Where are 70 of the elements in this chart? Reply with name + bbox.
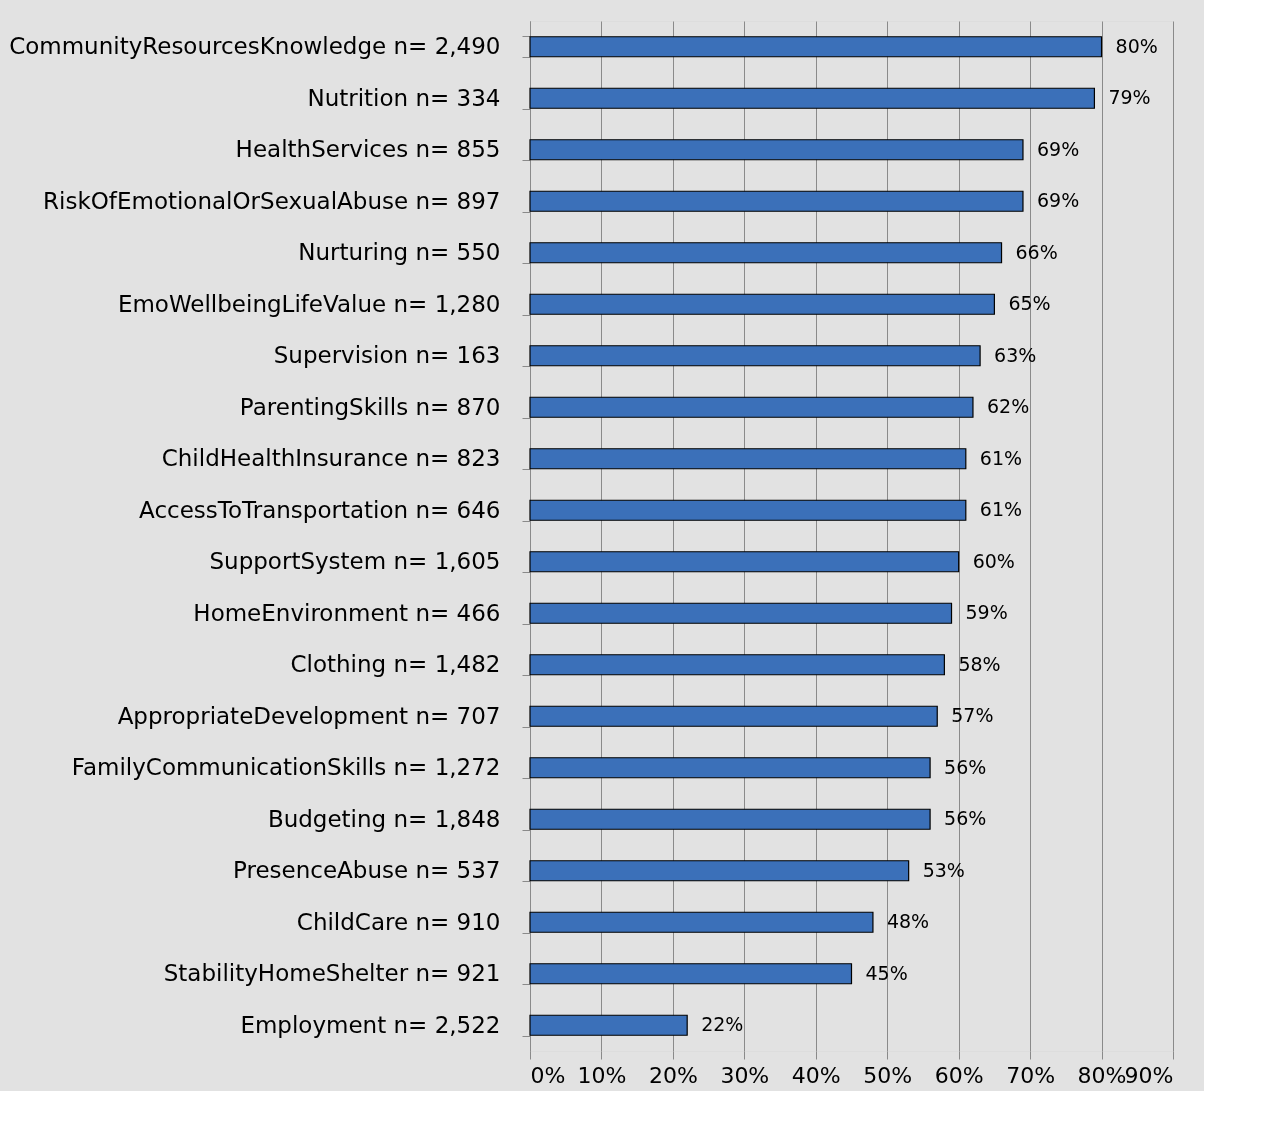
bar [529, 190, 1024, 212]
data-label: 59% [965, 601, 1008, 624]
y-tick-label: RiskOfEmotionalOrSexualAbuse n= 897 [43, 187, 501, 214]
data-label: 62% [986, 395, 1030, 418]
bar [529, 757, 931, 779]
data-label: 65% [1008, 292, 1051, 315]
bar [529, 705, 938, 727]
bar [529, 139, 1024, 161]
data-label: 66% [1015, 240, 1058, 263]
y-tick-label: AccessToTransportation n= 646 [139, 496, 501, 523]
data-label: 79% [1108, 86, 1151, 109]
bar [529, 345, 981, 367]
data-label: 69% [1036, 137, 1080, 160]
bar [529, 551, 960, 573]
bar [529, 242, 1003, 264]
y-tick-label: EmoWellbeingLifeValue n= 1,280 [117, 290, 501, 317]
bar [529, 87, 1096, 109]
bar [529, 36, 1103, 58]
y-tick-label: PresenceAbuse n= 537 [233, 857, 501, 884]
y-tick-label: ChildCare n= 910 [296, 908, 501, 935]
y-tick-label: StabilityHomeShelter n= 921 [163, 960, 501, 987]
bar [529, 963, 853, 985]
data-label: 22% [701, 1013, 744, 1036]
y-tick-label: HealthServices n= 855 [235, 136, 501, 163]
x-tick-label: 30% [720, 1062, 770, 1088]
y-tick-label: FamilyCommunicationSkills n= 1,272 [71, 754, 501, 781]
data-label: 63% [994, 343, 1037, 366]
y-tick-label: AppropriateDevelopment n= 707 [117, 702, 501, 729]
data-label: 61% [979, 446, 1023, 469]
bar [529, 448, 967, 470]
data-label: 58% [958, 652, 1001, 675]
y-tick-label: ChildHealthInsurance n= 823 [161, 445, 501, 472]
data-label: 61% [979, 498, 1023, 521]
x-tick-label: 0% [530, 1062, 566, 1088]
data-label: 56% [944, 807, 987, 830]
x-tick-label: 80% [1077, 1062, 1127, 1088]
bar [529, 911, 874, 933]
x-tick-label: 40% [791, 1062, 841, 1088]
y-tick-label: Nurturing n= 550 [298, 239, 501, 266]
y-tick-label: Supervision n= 163 [273, 342, 501, 369]
data-label: 57% [951, 704, 994, 727]
y-tick-label: CommunityResourcesKnowledge n= 2,490 [9, 33, 501, 60]
y-tick-label: Clothing n= 1,482 [290, 651, 501, 678]
y-tick-label: ParentingSkills n= 870 [239, 393, 501, 420]
x-tick-label: 50% [863, 1062, 913, 1088]
bar [529, 602, 953, 624]
data-label: 69% [1036, 189, 1080, 212]
bar [529, 860, 910, 882]
y-tick-label: SupportSystem n= 1,605 [209, 548, 501, 575]
data-label: 56% [944, 755, 987, 778]
y-tick-label: Nutrition n= 334 [307, 84, 501, 111]
x-tick-label: 20% [648, 1062, 698, 1088]
y-tick-label: Budgeting n= 1,848 [267, 805, 501, 832]
y-tick-label: HomeEnvironment n= 466 [193, 599, 501, 626]
x-tick-label: 60% [934, 1062, 984, 1088]
y-tick-label: Employment n= 2,522 [240, 1011, 501, 1038]
bar [529, 808, 931, 830]
bar [529, 499, 967, 521]
bar [529, 293, 995, 315]
data-label: 60% [972, 549, 1015, 572]
data-label: 53% [922, 858, 965, 881]
x-tick-label: 10% [577, 1062, 627, 1088]
bar [529, 654, 945, 676]
bar [529, 396, 974, 418]
bar [529, 1014, 688, 1036]
x-tick-label: 90% [1124, 1062, 1174, 1088]
data-label: 45% [865, 961, 908, 984]
data-label: 48% [886, 910, 930, 933]
data-label: 80% [1115, 34, 1158, 57]
x-tick-label: 70% [1006, 1062, 1056, 1088]
